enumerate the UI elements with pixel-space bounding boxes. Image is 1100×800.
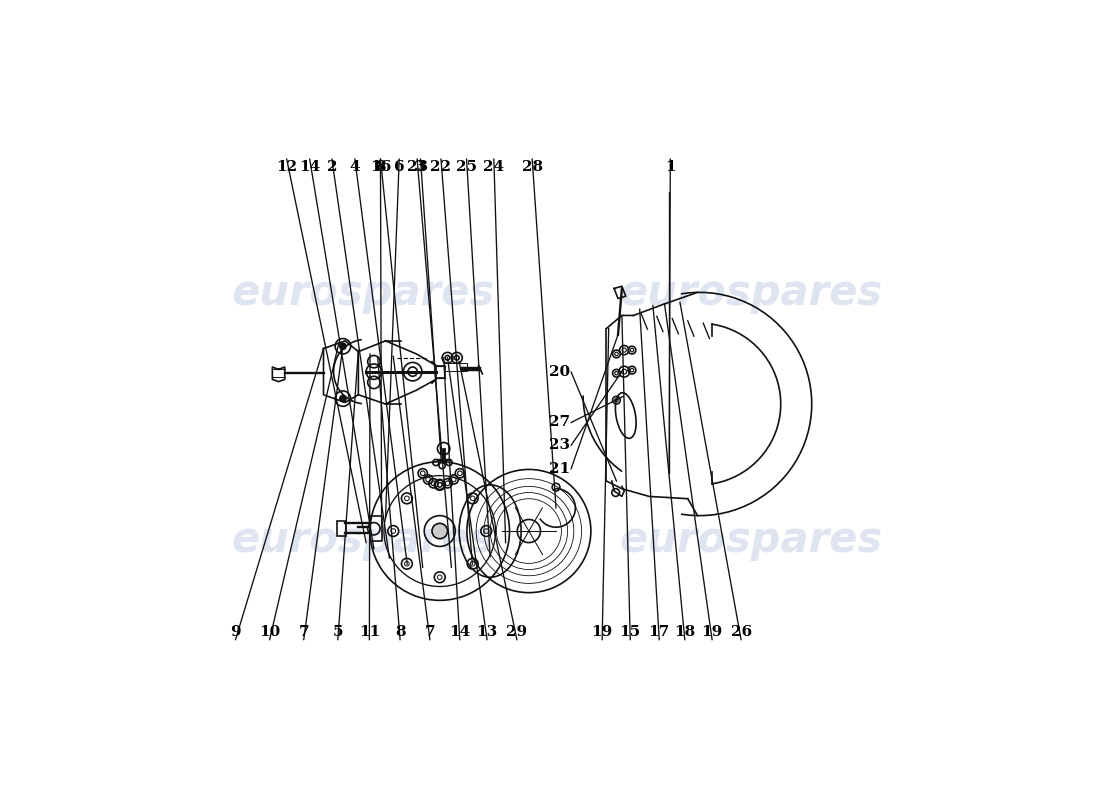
- FancyBboxPatch shape: [337, 521, 346, 537]
- Text: 21: 21: [549, 462, 570, 476]
- Text: 9: 9: [230, 625, 241, 639]
- Text: 4: 4: [350, 160, 360, 174]
- Text: 23: 23: [407, 160, 428, 174]
- Text: 2: 2: [327, 160, 337, 174]
- Text: 19: 19: [702, 625, 723, 639]
- Text: 15: 15: [619, 625, 641, 639]
- Text: 7: 7: [298, 625, 309, 639]
- Text: 14: 14: [299, 160, 320, 174]
- Text: eurospares: eurospares: [232, 272, 495, 314]
- Text: 20: 20: [549, 365, 570, 379]
- Text: eurospares: eurospares: [619, 272, 883, 314]
- Text: 24: 24: [483, 160, 505, 174]
- Text: 12: 12: [276, 160, 297, 174]
- Text: 19: 19: [592, 625, 613, 639]
- Text: 29: 29: [506, 625, 527, 639]
- Text: 17: 17: [649, 625, 670, 639]
- Text: 25: 25: [456, 160, 477, 174]
- Text: 6: 6: [394, 160, 405, 174]
- Text: eurospares: eurospares: [232, 518, 495, 561]
- FancyBboxPatch shape: [436, 366, 446, 378]
- Text: 22: 22: [430, 160, 451, 174]
- Text: 3: 3: [415, 160, 426, 174]
- Text: 14: 14: [449, 625, 471, 639]
- Text: 11: 11: [359, 625, 380, 639]
- Text: 13: 13: [476, 625, 497, 639]
- Text: 1: 1: [666, 160, 675, 174]
- Text: 10: 10: [258, 625, 280, 639]
- Text: 23: 23: [549, 438, 570, 452]
- Text: 5: 5: [332, 625, 343, 639]
- Text: 8: 8: [375, 160, 386, 174]
- Text: 18: 18: [674, 625, 695, 639]
- Text: 26: 26: [730, 625, 751, 639]
- Circle shape: [340, 395, 346, 402]
- Circle shape: [432, 523, 448, 538]
- Text: 8: 8: [395, 625, 406, 639]
- Text: 7: 7: [425, 625, 436, 639]
- Text: 28: 28: [521, 160, 542, 174]
- Text: 27: 27: [549, 415, 570, 430]
- Circle shape: [340, 343, 346, 350]
- Text: eurospares: eurospares: [619, 518, 883, 561]
- Text: 16: 16: [370, 160, 392, 174]
